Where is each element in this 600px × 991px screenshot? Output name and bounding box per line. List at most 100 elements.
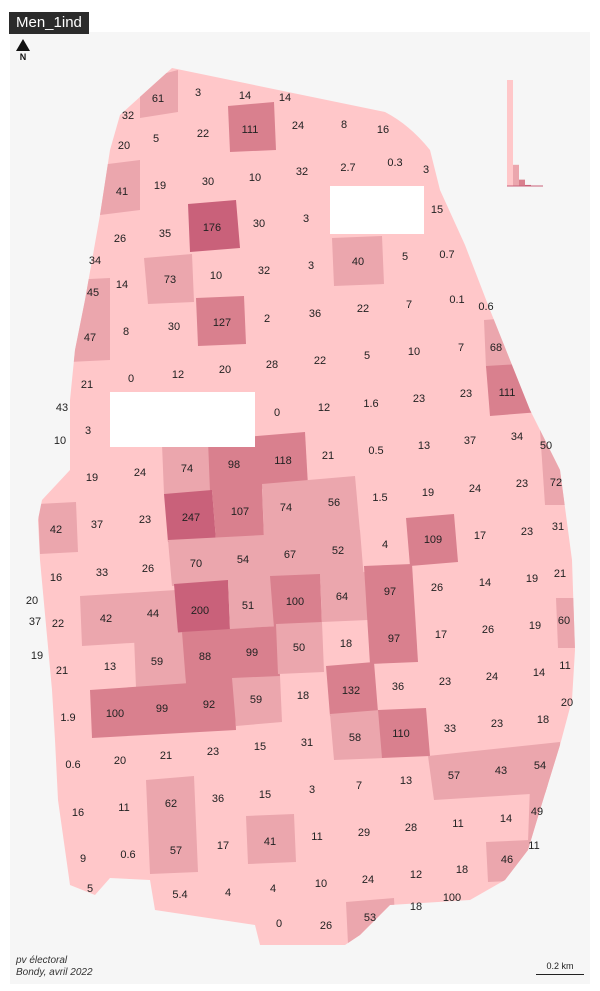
cell-value-label: 20 [561, 697, 573, 709]
cell-value-label: 18 [537, 714, 549, 726]
poly-41 [100, 160, 140, 215]
cell-value-label: 52 [332, 545, 344, 557]
cell-value-label: 11 [118, 802, 129, 814]
cell-value-label: 20 [118, 140, 130, 152]
cell-value-label: 3 [303, 213, 309, 225]
poly-100-mid [270, 574, 322, 628]
cell-value-label: 54 [534, 760, 546, 772]
cell-value-label: 10 [210, 270, 222, 282]
poly-42-44 [80, 590, 178, 646]
cell-value-label: 34 [511, 431, 523, 443]
cell-value-label: 12 [410, 869, 422, 881]
legend-histogram-bar [519, 179, 525, 186]
cell-value-label: 59 [250, 694, 262, 706]
cell-value-label: 26 [114, 233, 126, 245]
cell-value-label: 45 [87, 287, 99, 299]
poly-74 [162, 440, 212, 494]
cell-value-label: 132 [342, 685, 360, 697]
cell-value-label: 10 [249, 172, 261, 184]
cell-value-label: 10 [408, 346, 420, 358]
cell-value-label: 22 [52, 618, 64, 630]
cell-value-label: 110 [392, 728, 410, 740]
cell-value-label: 3 [85, 425, 91, 437]
legend-histogram-bar [513, 164, 519, 186]
cell-value-label: 29 [358, 827, 370, 839]
cell-value-label: 3 [309, 784, 315, 796]
cell-value-label: 8 [341, 119, 347, 131]
poly-57-43-54 [428, 742, 562, 800]
cell-value-label: 43 [495, 765, 507, 777]
poly-62-57 [146, 776, 198, 874]
cell-value-label: 36 [392, 681, 404, 693]
cell-value-label: 19 [422, 487, 434, 499]
cell-value-label: 3 [423, 164, 429, 176]
cell-value-label: 53 [364, 912, 376, 924]
north-label: N [19, 52, 27, 62]
cell-value-label: 21 [554, 568, 566, 580]
cell-value-label: 11 [452, 818, 463, 830]
legend-histogram [507, 80, 543, 187]
cell-value-label: 21 [56, 665, 68, 677]
cell-value-label: 3 [308, 260, 314, 272]
cell-value-label: 19 [31, 650, 43, 662]
poly-40 [332, 236, 384, 286]
cell-value-label: 11 [528, 840, 539, 852]
cell-value-label: 47 [84, 332, 96, 344]
poly-mid-block [168, 530, 364, 586]
cell-value-label: 32 [258, 265, 270, 277]
cell-value-label: 20 [26, 595, 38, 607]
cell-value-label: 23 [139, 514, 151, 526]
cell-value-label: 176 [203, 222, 221, 234]
cell-value-label: 0.1 [449, 294, 464, 306]
cell-value-label: 23 [439, 676, 451, 688]
cell-value-label: 14 [479, 577, 491, 589]
cell-value-label: 21 [322, 450, 334, 462]
cell-value-label: 43 [56, 402, 68, 414]
cell-value-label: 127 [213, 317, 231, 329]
cell-value-label: 21 [160, 750, 172, 762]
cell-value-label: 13 [418, 440, 430, 452]
poly-51 [228, 578, 274, 630]
cell-value-label: 247 [182, 512, 200, 524]
cell-value-label: 0.7 [439, 249, 454, 261]
cell-value-label: 1.6 [363, 398, 378, 410]
poly-110 [378, 708, 430, 758]
cell-value-label: 88 [199, 651, 211, 663]
cell-value-label: 100 [286, 596, 304, 608]
cell-value-label: 24 [469, 483, 481, 495]
cell-value-label: 17 [217, 840, 229, 852]
scale-bar: 0.2 km [536, 961, 584, 975]
cell-value-label: 19 [154, 180, 166, 192]
poly-107 [212, 488, 264, 540]
cell-value-label: 111 [242, 124, 259, 136]
poly-97 [364, 564, 418, 664]
cell-value-label: 2.7 [340, 162, 355, 174]
cell-value-label: 2 [264, 313, 270, 325]
cell-value-label: 33 [96, 567, 108, 579]
cell-value-label: 40 [352, 256, 364, 268]
cell-value-label: 97 [384, 586, 396, 598]
cell-value-label: 35 [159, 228, 171, 240]
cell-value-label: 50 [293, 642, 305, 654]
poly-111-east [486, 364, 540, 416]
cell-value-label: 15 [259, 789, 271, 801]
north-arrow-icon: N [15, 39, 31, 67]
cell-value-label: 12 [318, 402, 330, 414]
poly-59-south [232, 676, 282, 726]
cell-value-label: 34 [89, 255, 101, 267]
cell-value-label: 56 [328, 497, 340, 509]
cell-value-label: 74 [280, 502, 292, 514]
cell-value-label: 0 [274, 407, 280, 419]
poly-60 [556, 598, 575, 648]
cell-value-label: 44 [147, 608, 159, 620]
cell-value-label: 74 [181, 463, 193, 475]
cell-value-label: 13 [104, 661, 116, 673]
cell-value-label: 61 [152, 93, 164, 105]
cell-value-label: 68 [490, 342, 502, 354]
cell-value-label: 17 [474, 530, 486, 542]
cell-value-label: 24 [292, 120, 304, 132]
cell-value-label: 31 [301, 737, 313, 749]
poly-74-56 [262, 476, 360, 538]
cell-value-label: 100 [443, 892, 461, 904]
poly-50 [276, 622, 324, 674]
